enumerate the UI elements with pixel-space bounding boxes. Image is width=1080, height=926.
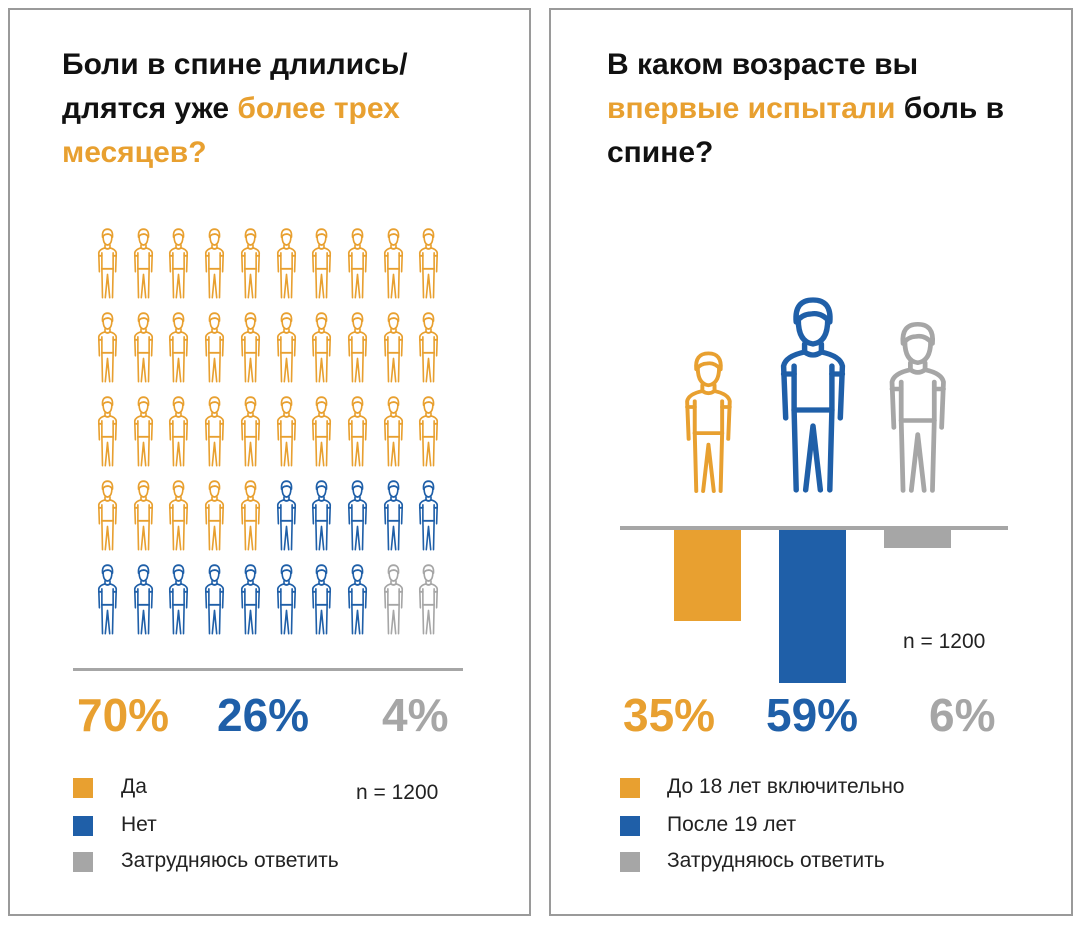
person-icon-yes — [240, 312, 260, 383]
person-icon-yes — [133, 396, 153, 467]
person-icon-yes — [169, 396, 189, 467]
person-icon-no — [383, 480, 403, 551]
panel-back-pain-duration — [8, 8, 531, 916]
person-icon-yes — [97, 480, 118, 551]
title-text: Боли в спине длились/ длятся уже — [62, 48, 408, 125]
title-highlight: впервые испытали — [607, 92, 896, 125]
legend-label-no: Нет — [121, 813, 157, 836]
legend-label-after-19: После 19 лет — [667, 813, 797, 836]
person-icon-unsure — [889, 321, 947, 493]
person-icon-no — [347, 480, 367, 551]
person-icon-yes — [419, 312, 439, 383]
person-icon-yes — [169, 312, 189, 383]
pct-label-under-18: 35% — [623, 689, 716, 741]
person-icon-unsure — [383, 564, 403, 635]
person-icon-yes — [347, 312, 367, 383]
person-icon-yes — [312, 396, 332, 467]
person-icon-yes — [205, 228, 225, 299]
legend-swatch-yes — [73, 778, 93, 798]
legend-label-unsure: Затрудняюсь ответить — [121, 849, 339, 872]
person-icon-yes — [169, 480, 189, 551]
pct-label-after-19: 59% — [766, 689, 859, 741]
bar-under-18 — [674, 530, 741, 621]
person-icon-yes — [276, 228, 296, 299]
pct-label-unsure: 4% — [382, 689, 449, 741]
person-icon-yes — [205, 480, 225, 551]
bar-unsure — [884, 530, 951, 548]
chart-title-left: Боли в спине длились/ длятся уже более т… — [62, 43, 482, 175]
chart-title-right: В каком возрасте вы впервые испытали бол… — [607, 43, 1047, 175]
title-question-mark: ? — [188, 136, 207, 169]
person-icon-yes — [383, 312, 403, 383]
person-icon-no — [240, 564, 260, 635]
sample-size-right: n = 1200 — [903, 630, 986, 653]
person-icon-child — [684, 351, 732, 493]
title-text-end: боль в спине? — [607, 92, 1005, 169]
person-icon-yes — [347, 228, 367, 299]
person-icon-no — [312, 480, 332, 551]
pct-label-no: 26% — [217, 689, 310, 741]
legend-label-under-18: До 18 лет включительно — [667, 775, 905, 798]
person-icon-yes — [276, 312, 296, 383]
person-icon-no — [419, 480, 439, 551]
person-icon-no — [276, 480, 296, 551]
person-icon-yes — [97, 396, 118, 467]
person-icon-yes — [240, 480, 260, 551]
baseline — [620, 526, 1008, 530]
person-icon-no — [169, 564, 189, 635]
person-icon-yes — [205, 312, 225, 383]
person-icon-yes — [419, 396, 439, 467]
person-icon-no — [312, 564, 332, 635]
legend-label-yes: Да — [121, 775, 147, 798]
person-icon-no — [97, 564, 118, 635]
divider-line — [73, 668, 463, 671]
person-icon-yes — [133, 312, 153, 383]
person-icon-yes — [133, 228, 153, 299]
person-icon-no — [133, 564, 153, 635]
person-icon-no — [205, 564, 225, 635]
person-icon-yes — [240, 396, 260, 467]
person-icon-yes — [383, 396, 403, 467]
person-icon-unsure — [419, 564, 439, 635]
person-icon-yes — [205, 396, 225, 467]
person-icon-yes — [240, 228, 260, 299]
person-icon-no — [347, 564, 367, 635]
person-icon-yes — [133, 480, 153, 551]
person-icon-yes — [312, 312, 332, 383]
person-icon-yes — [347, 396, 367, 467]
legend-label-unsure-age: Затрудняюсь ответить — [667, 849, 885, 872]
person-icon-yes — [312, 228, 332, 299]
panel-age-first-pain — [549, 8, 1073, 916]
person-icon-yes — [276, 396, 296, 467]
pct-label-unsure-age: 6% — [929, 689, 996, 741]
legend-swatch-no — [73, 816, 93, 836]
legend-swatch-after-19 — [620, 816, 640, 836]
person-icon-yes — [97, 228, 118, 299]
legend-swatch-unsure — [73, 852, 93, 872]
person-icon-adult — [780, 297, 846, 493]
person-icon-yes — [419, 228, 439, 299]
title-highlight: более трех месяцев — [62, 92, 400, 169]
person-icon-yes — [97, 312, 118, 383]
pct-label-yes: 70% — [77, 689, 170, 741]
legend-swatch-unsure-age — [620, 852, 640, 872]
sample-size-left: n = 1200 — [356, 781, 439, 804]
person-icon-no — [276, 564, 296, 635]
person-icon-yes — [383, 228, 403, 299]
person-icon-yes — [169, 228, 189, 299]
title-text: В каком возрасте вы — [607, 48, 919, 81]
bar-after-19 — [779, 530, 846, 684]
legend-swatch-under-18 — [620, 778, 640, 798]
